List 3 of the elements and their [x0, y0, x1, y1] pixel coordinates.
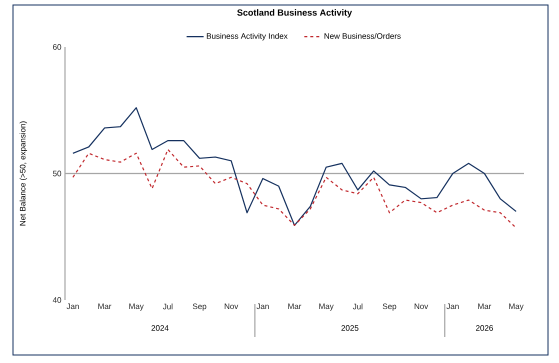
- line-series: [72, 148, 517, 228]
- chart-title: Scotland Business Activity: [237, 9, 352, 18]
- line-series: [72, 107, 517, 226]
